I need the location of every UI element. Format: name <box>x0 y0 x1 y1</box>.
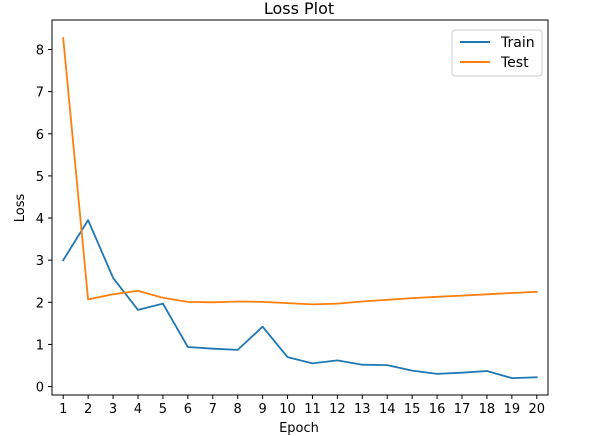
y-tick-label-2: 2 <box>36 296 44 311</box>
x-tick-label-8: 8 <box>234 402 242 417</box>
x-tick-label-10: 10 <box>279 402 296 417</box>
x-tick-label-7: 7 <box>209 402 217 417</box>
x-tick-label-6: 6 <box>184 402 192 417</box>
legend: Train Test <box>452 30 542 76</box>
x-tick-label-18: 18 <box>479 402 496 417</box>
x-tick-label-12: 12 <box>329 402 346 417</box>
x-tick-label-16: 16 <box>429 402 446 417</box>
y-tick-label-7: 7 <box>36 86 44 101</box>
y-tick-label-6: 6 <box>36 128 44 143</box>
y-tick-label-1: 1 <box>36 338 44 353</box>
legend-label-test: Test <box>500 55 529 71</box>
x-tick-label-20: 20 <box>529 402 546 417</box>
y-tick-label-4: 4 <box>36 212 44 227</box>
x-tick-label-15: 15 <box>404 402 421 417</box>
x-tick-label-5: 5 <box>159 402 167 417</box>
series-line-train <box>63 220 537 378</box>
x-tick-label-1: 1 <box>59 402 67 417</box>
y-axis-label: Loss <box>13 194 28 223</box>
x-tick-label-14: 14 <box>379 402 396 417</box>
x-tick-label-13: 13 <box>354 402 371 417</box>
y-tick-label-3: 3 <box>36 254 44 269</box>
chart-title: Loss Plot <box>264 0 334 18</box>
x-tick-label-17: 17 <box>454 402 471 417</box>
x-tick-label-9: 9 <box>258 402 266 417</box>
x-tick-label-19: 19 <box>504 402 521 417</box>
series-line-test <box>63 38 537 304</box>
x-tick-label-11: 11 <box>304 402 321 417</box>
x-axis-label: Epoch <box>279 421 319 436</box>
x-tick-label-4: 4 <box>134 402 142 417</box>
legend-label-train: Train <box>500 35 535 51</box>
y-tick-label-5: 5 <box>36 170 44 185</box>
y-tick-label-8: 8 <box>36 43 44 58</box>
x-tick-label-2: 2 <box>84 402 92 417</box>
y-tick-label-0: 0 <box>36 381 44 396</box>
x-tick-label-3: 3 <box>109 402 117 417</box>
